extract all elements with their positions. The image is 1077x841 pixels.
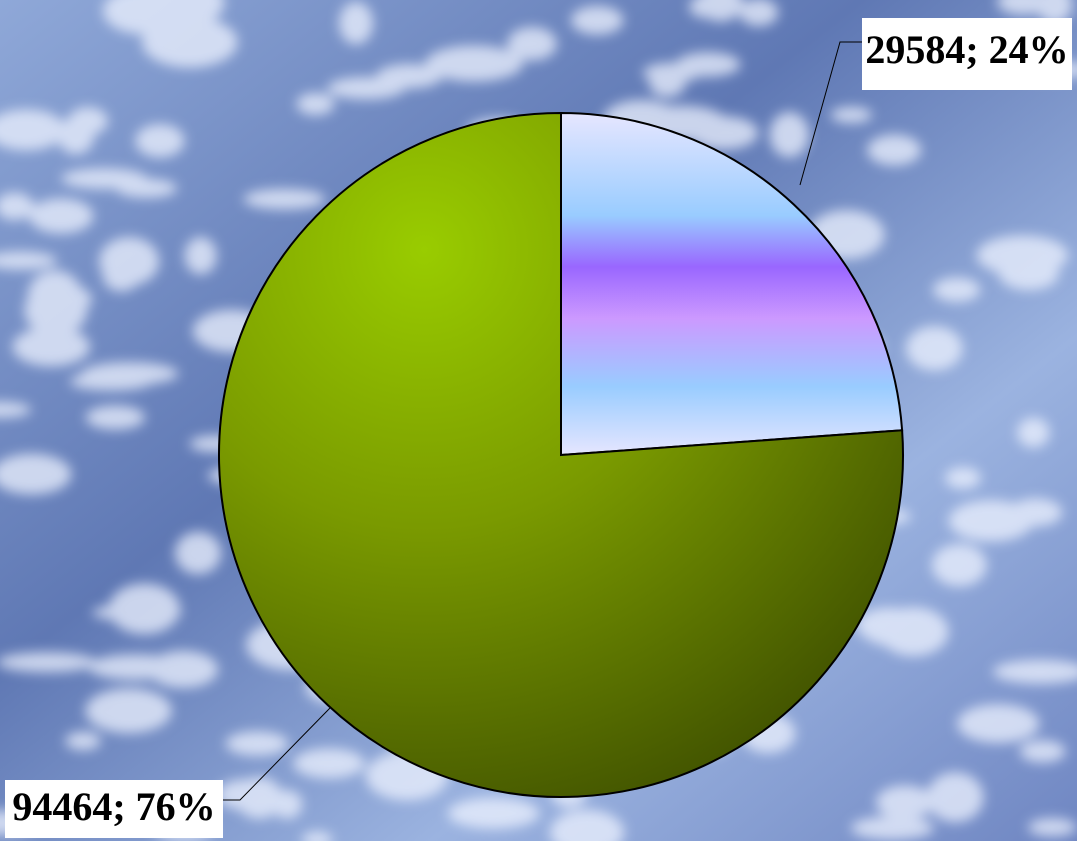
- data-label: 29584; 24%: [865, 27, 1068, 72]
- pie: [218, 111, 904, 798]
- data-label: 94464; 76%: [12, 784, 215, 829]
- pie-slice: [218, 111, 904, 798]
- label-box: [5, 780, 223, 838]
- leader-line: [799, 41, 862, 186]
- pie-slice: [560, 111, 904, 457]
- labels: 29584; 24% 94464; 76%: [5, 18, 1072, 838]
- label-box: [862, 18, 1072, 90]
- leader-line: [223, 707, 331, 801]
